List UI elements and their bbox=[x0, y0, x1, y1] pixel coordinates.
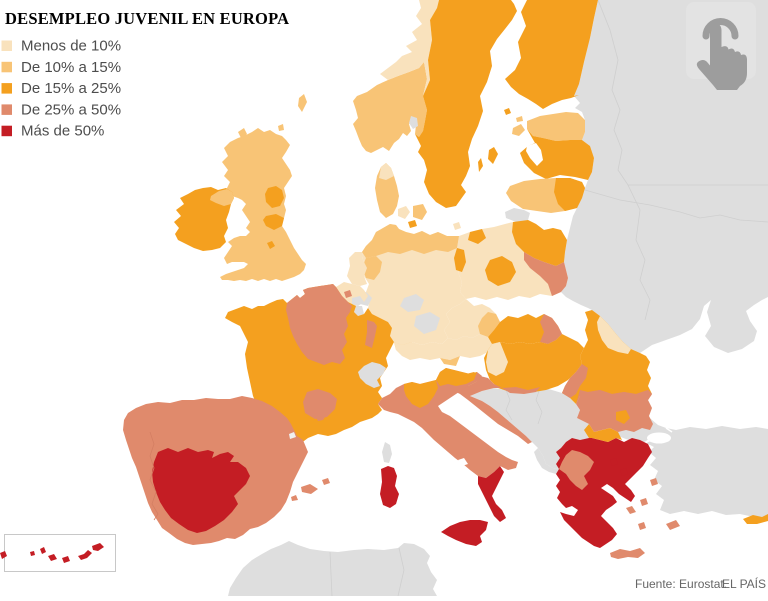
svg-text:EL PAÍS: EL PAÍS bbox=[722, 576, 766, 591]
svg-text:De 10% a 15%: De 10% a 15% bbox=[21, 59, 121, 76]
svg-text:DESEMPLEO JUVENIL EN EUROPA: DESEMPLEO JUVENIL EN EUROPA bbox=[5, 9, 289, 28]
svg-text:Más de 50%: Más de 50% bbox=[21, 123, 104, 140]
svg-text:Fuente: Eurostat.: Fuente: Eurostat. bbox=[635, 577, 727, 591]
svg-text:De 15% a 25%: De 15% a 25% bbox=[21, 80, 121, 97]
svg-text:Menos de 10%: Menos de 10% bbox=[21, 38, 121, 55]
svg-text:De 25% a 50%: De 25% a 50% bbox=[21, 101, 121, 118]
